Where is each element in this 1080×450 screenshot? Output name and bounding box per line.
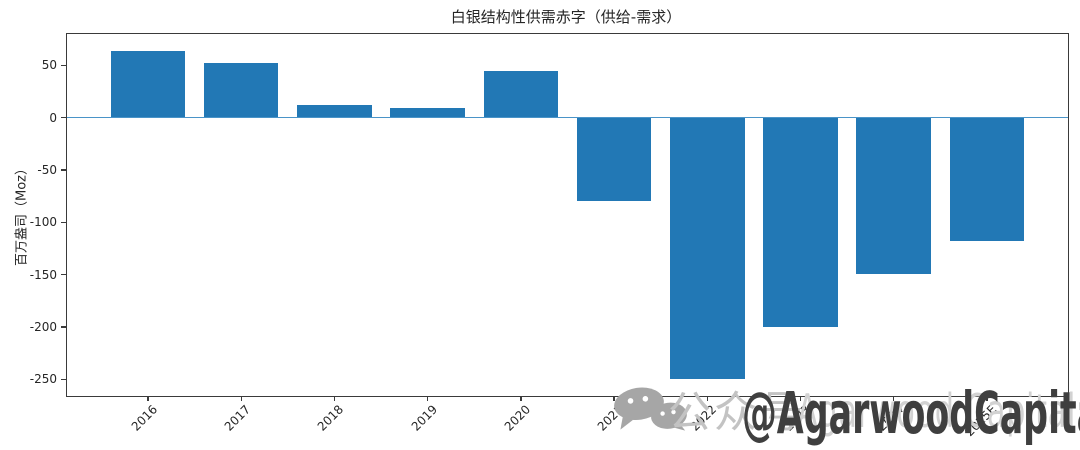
x-tick-mark: [706, 396, 708, 401]
bar-2019: [390, 108, 465, 118]
bar-2024: [856, 117, 932, 274]
bar-2023: [763, 117, 838, 327]
bar-2021: [576, 117, 652, 202]
x-tick-label-2023: 2023: [781, 402, 813, 434]
x-tick-label-2025E: 2025E: [962, 402, 1000, 440]
y-tick-label--100: -100: [29, 215, 57, 230]
y-tick-label--50: -50: [37, 163, 57, 177]
x-tick-mark: [893, 396, 895, 401]
bar-2018: [297, 105, 372, 118]
x-tick-mark: [799, 396, 802, 401]
y-tick-label-50: 50: [41, 58, 57, 73]
bar-2017: [203, 63, 279, 118]
x-tick-mark: [520, 396, 522, 401]
bar-2025E: [949, 117, 1025, 242]
x-tick-mark: [613, 396, 615, 401]
y-tick-mark: [61, 64, 67, 67]
x-tick-mark: [986, 396, 988, 401]
zero-line: [67, 116, 1068, 119]
x-tick-mark: [427, 396, 429, 401]
y-tick-mark: [61, 221, 67, 223]
x-tick-mark: [333, 396, 336, 401]
plot-area: 50 0 -50 -100 -150 -200 -250 2016 2017 2018 2019 20…: [30, 33, 1069, 439]
x-tick-label-2019: 2019: [408, 402, 440, 434]
x-tick-label-2024: 2024: [874, 402, 906, 434]
chart-title: 白银结构性供需赤字（供给-需求）: [450, 8, 682, 26]
y-tick-label-0: 0: [49, 110, 57, 125]
x-tick-label-2017: 2017: [221, 402, 254, 434]
y-tick-label--200: -200: [29, 319, 57, 334]
x-tick-label-2021: 2021: [594, 402, 627, 434]
x-tick-label-2016: 2016: [128, 402, 161, 434]
y-tick-mark: [61, 117, 67, 119]
bar-2022: [670, 117, 745, 380]
y-tick-mark: [61, 378, 67, 380]
y-tick-mark: [61, 273, 67, 276]
y-tick-label--150: -150: [29, 267, 57, 282]
x-tick-label-2022: 2022: [688, 402, 720, 434]
bar-2020: [483, 70, 559, 118]
x-tick-label-2020: 2020: [501, 402, 534, 434]
y-tick-mark: [61, 169, 67, 171]
x-tick-mark: [240, 396, 242, 401]
x-tick-label-2018: 2018: [315, 402, 347, 434]
x-tick-mark: [147, 396, 149, 401]
bar-2016: [110, 50, 186, 118]
y-tick-label--250: -250: [29, 372, 57, 387]
y-tick-mark: [61, 326, 67, 328]
